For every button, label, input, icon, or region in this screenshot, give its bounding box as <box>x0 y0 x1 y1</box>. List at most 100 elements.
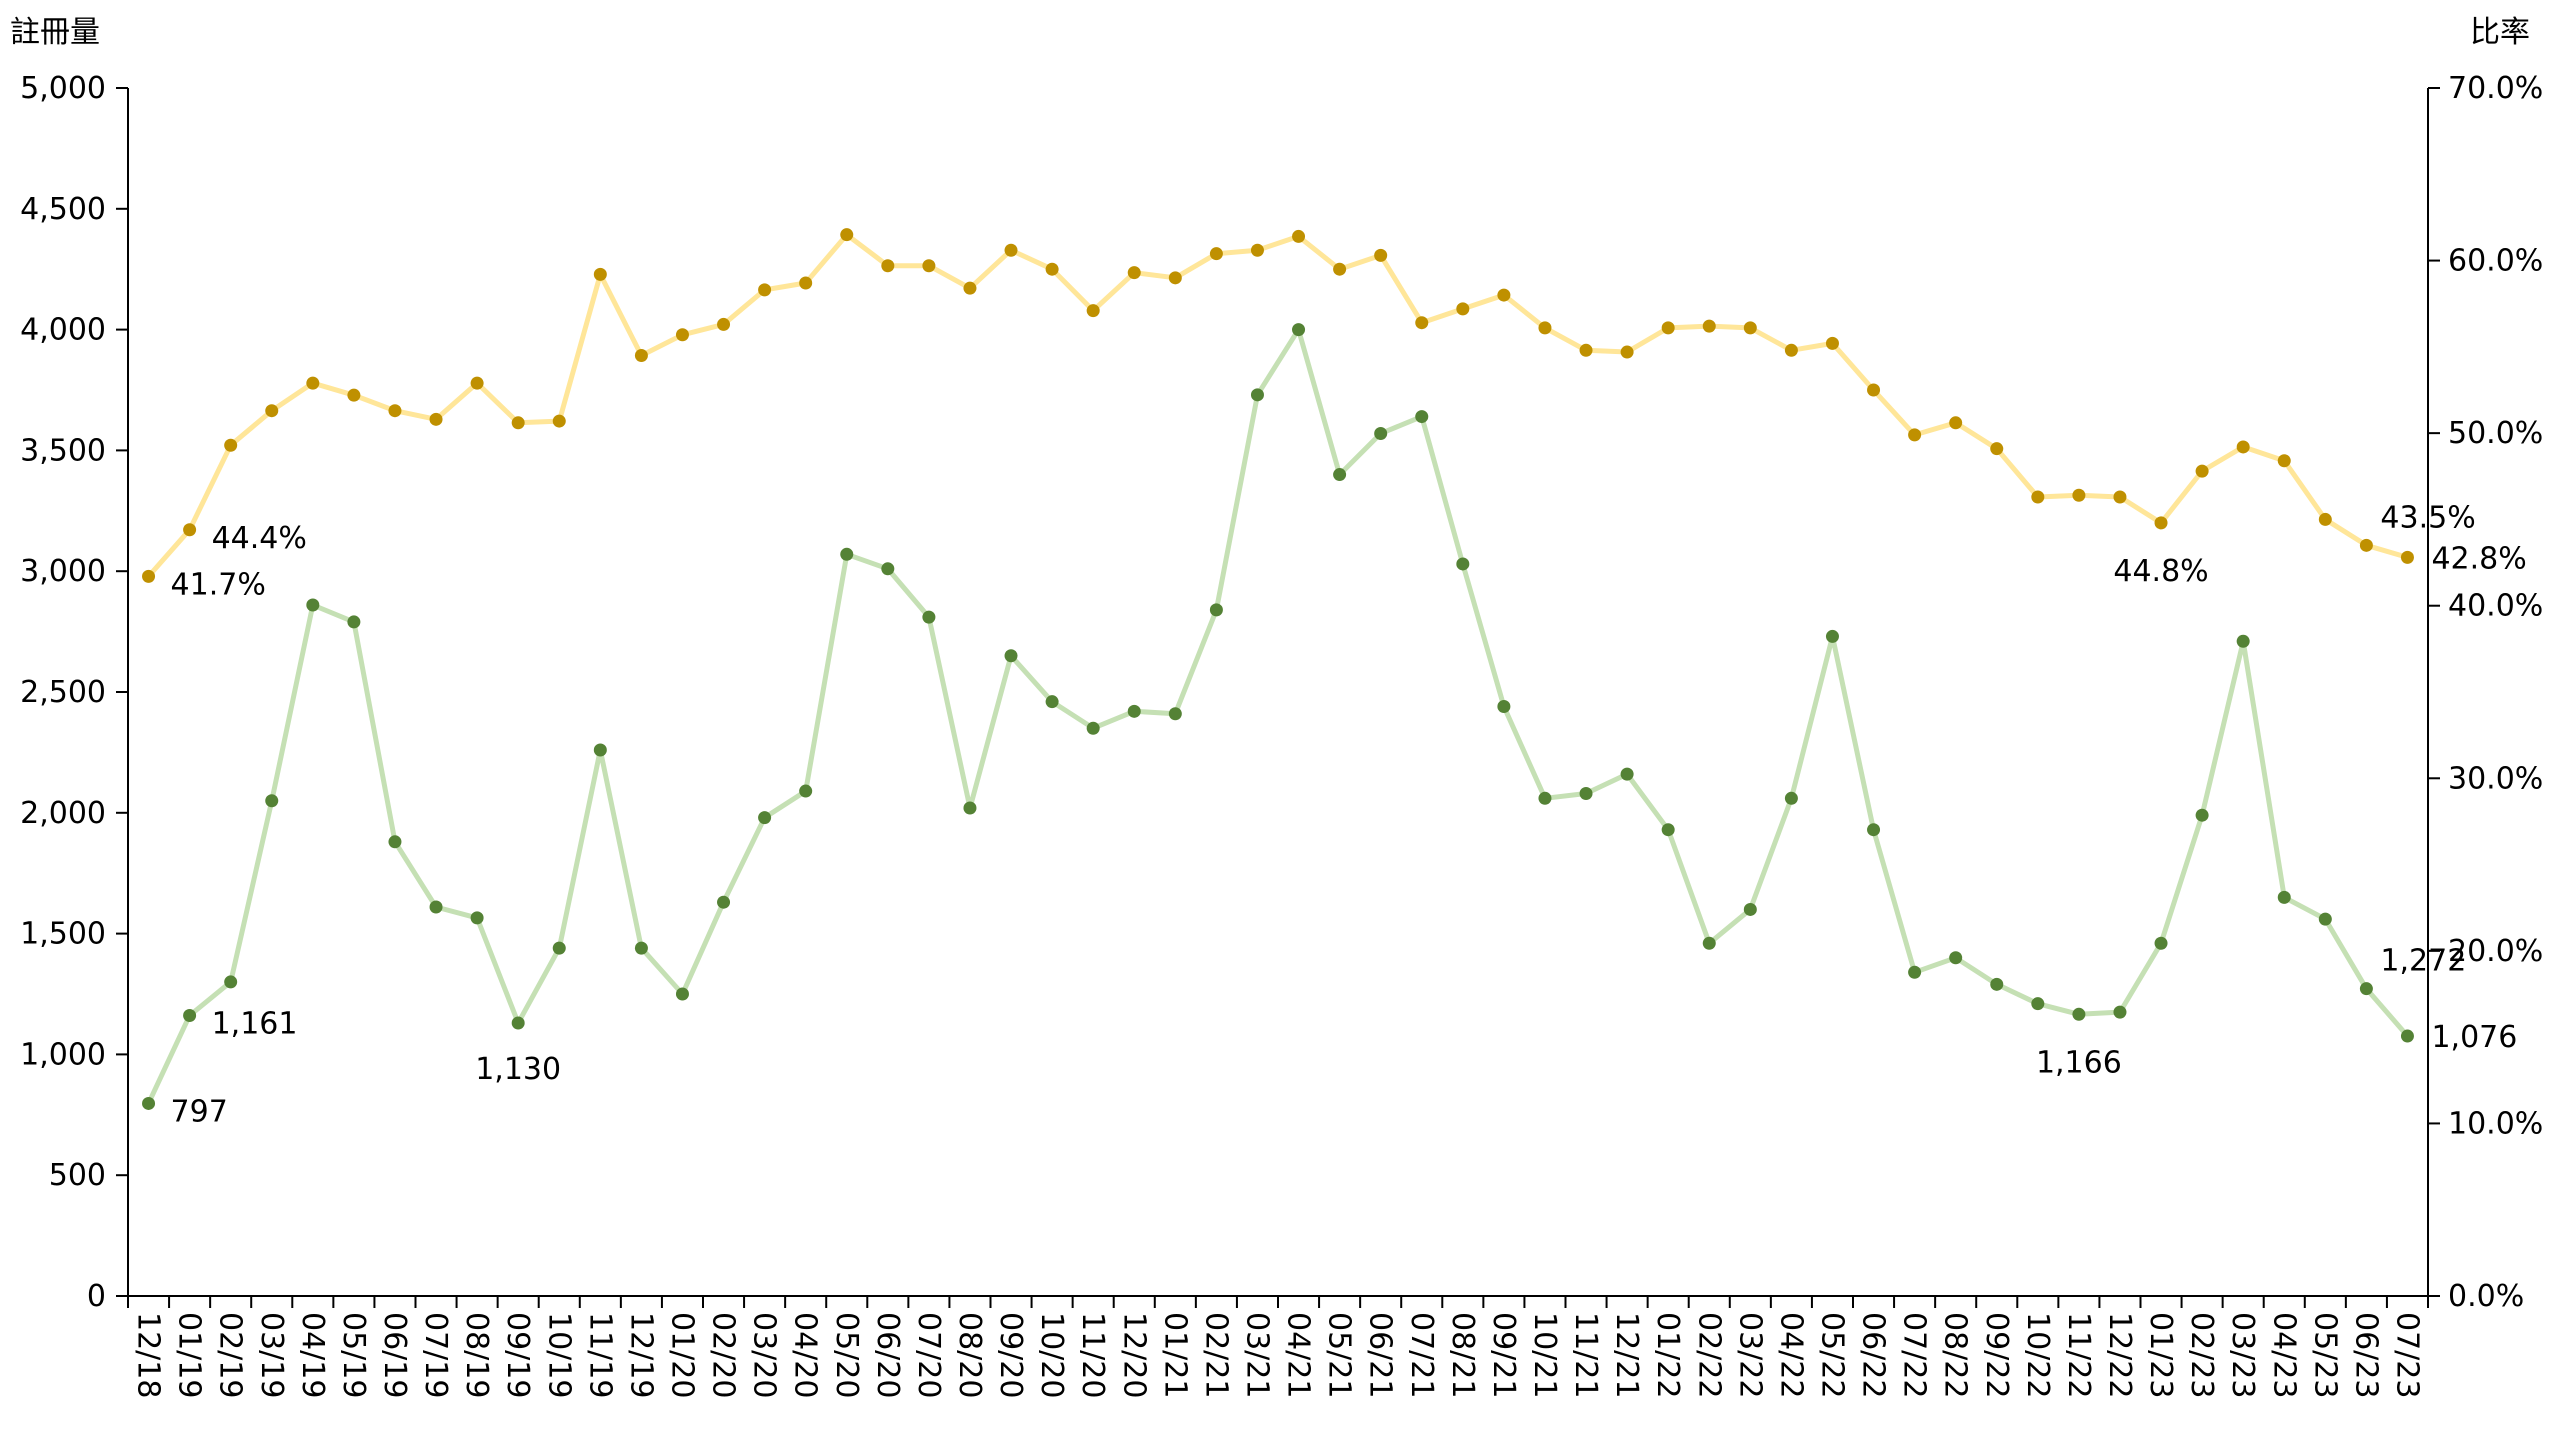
x-tick-label: 01/19 <box>172 1312 207 1398</box>
series-1-point <box>840 228 854 242</box>
series-1-point <box>1497 288 1511 302</box>
series-1-point <box>1661 321 1675 335</box>
series-0-data-label: 1,161 <box>212 1007 298 1042</box>
series-0-point <box>2154 936 2168 950</box>
right-tick-label: 20.0% <box>2448 934 2543 969</box>
right-tick-label: 40.0% <box>2448 589 2543 624</box>
x-tick-label: 04/21 <box>1281 1312 1316 1398</box>
series-0-point <box>1086 721 1100 735</box>
series-1-line <box>146 232 2409 579</box>
x-tick-label: 04/20 <box>788 1312 823 1398</box>
series-1-point <box>552 414 566 428</box>
left-tick-label: 4,500 <box>20 192 106 227</box>
series-1-point <box>2072 488 2086 502</box>
series-0-point <box>1415 410 1429 424</box>
series-0-point <box>1045 695 1059 709</box>
series-0-point <box>306 598 320 612</box>
x-tick-label: 03/19 <box>254 1312 289 1398</box>
x-tick-label: 06/21 <box>1363 1312 1398 1398</box>
x-tick-label: 08/21 <box>1445 1312 1480 1398</box>
x-tick-label: 07/22 <box>1897 1312 1932 1398</box>
series-0-data-label: 1,166 <box>2036 1045 2122 1080</box>
x-tick-label: 09/21 <box>1486 1312 1521 1398</box>
series-1-point <box>1949 416 1963 430</box>
series-0-point <box>1209 603 1223 617</box>
series-0-point <box>1867 823 1881 837</box>
series-1-point <box>2113 490 2127 504</box>
series-0-point <box>511 1016 525 1030</box>
x-tick-label: 08/22 <box>1938 1312 1973 1398</box>
series-1-point <box>1620 345 1634 359</box>
x-tick-label: 09/22 <box>1979 1312 2014 1398</box>
series-0-point <box>347 615 361 629</box>
series-0-point <box>265 794 279 808</box>
series-0-point <box>2359 982 2373 996</box>
series-1-point <box>758 283 772 297</box>
series-0-point <box>1743 902 1757 916</box>
left-tick-label: 4,000 <box>20 313 106 348</box>
x-tick-label: 10/19 <box>541 1312 576 1398</box>
series-1-point <box>1990 442 2004 456</box>
series-1-point <box>1867 383 1881 397</box>
series-0-point <box>2236 634 2250 648</box>
series-1-point <box>1292 229 1306 243</box>
series-1-point <box>1004 243 1018 257</box>
series-1-point <box>1168 271 1182 285</box>
x-tick-label: 02/21 <box>1198 1312 1233 1398</box>
right-tick-label: 60.0% <box>2448 244 2543 279</box>
series-1-point <box>142 569 156 583</box>
series-0-point <box>1333 468 1347 482</box>
series-0-point <box>2277 890 2291 904</box>
series-0-data-label: 1,272 <box>2380 944 2466 979</box>
series-0-data-label: 1,076 <box>2431 1020 2517 1055</box>
x-tick-label: 09/20 <box>993 1312 1028 1398</box>
x-tick-label: 10/21 <box>1527 1312 1562 1398</box>
series-1-point <box>429 412 443 426</box>
x-tick-label: 10/20 <box>1034 1312 1069 1398</box>
series-1-data-label: 41.7% <box>171 567 266 602</box>
series-1-point <box>922 259 936 273</box>
x-tick-label: 12/21 <box>1609 1312 1644 1398</box>
series-0-point <box>2195 808 2209 822</box>
series-0-point <box>1949 951 1963 965</box>
x-tick-label: 06/23 <box>2348 1312 2383 1398</box>
x-tick-label: 06/19 <box>377 1312 412 1398</box>
x-tick-label: 07/19 <box>418 1312 453 1398</box>
series-markers <box>142 228 2414 1110</box>
series-1-point <box>2400 550 2414 564</box>
series-0-point <box>593 743 607 757</box>
series-0-point <box>1250 388 1264 402</box>
x-tick-label: 05/22 <box>1814 1312 1849 1398</box>
left-tick-label: 3,000 <box>20 554 106 589</box>
series-1-point <box>2195 464 2209 478</box>
series-1-point <box>183 523 197 537</box>
series-0-point <box>1168 707 1182 721</box>
x-tick-label: 08/19 <box>459 1312 494 1398</box>
series-0-point <box>675 987 689 1001</box>
x-tick-label: 02/23 <box>2184 1312 2219 1398</box>
series-1-data-label: 44.8% <box>2113 554 2208 589</box>
series-0-point <box>963 801 977 815</box>
right-tick-label: 10.0% <box>2448 1106 2543 1141</box>
x-tick-label: 06/20 <box>870 1312 905 1398</box>
series-0-point <box>1990 977 2004 991</box>
series-1-point <box>347 388 361 402</box>
series-1-point <box>2277 454 2291 468</box>
series-0-point <box>758 811 772 825</box>
x-tick-label: 06/22 <box>1856 1312 1891 1398</box>
series-0-point <box>470 911 484 925</box>
series-1-point <box>1333 262 1347 276</box>
series-1-point <box>2318 512 2332 526</box>
series-0-point <box>1620 767 1634 781</box>
x-tick-label: 07/23 <box>2389 1312 2424 1398</box>
series-1-point <box>265 404 279 418</box>
x-tick-label: 09/19 <box>500 1312 535 1398</box>
series-1-point <box>470 376 484 390</box>
series-1-point <box>1415 316 1429 330</box>
series-1-point <box>1784 343 1798 357</box>
x-tick-label: 03/21 <box>1239 1312 1274 1398</box>
series-1-point <box>388 404 402 418</box>
x-tick-label: 04/19 <box>295 1312 330 1398</box>
left-tick-label: 2,500 <box>20 675 106 710</box>
